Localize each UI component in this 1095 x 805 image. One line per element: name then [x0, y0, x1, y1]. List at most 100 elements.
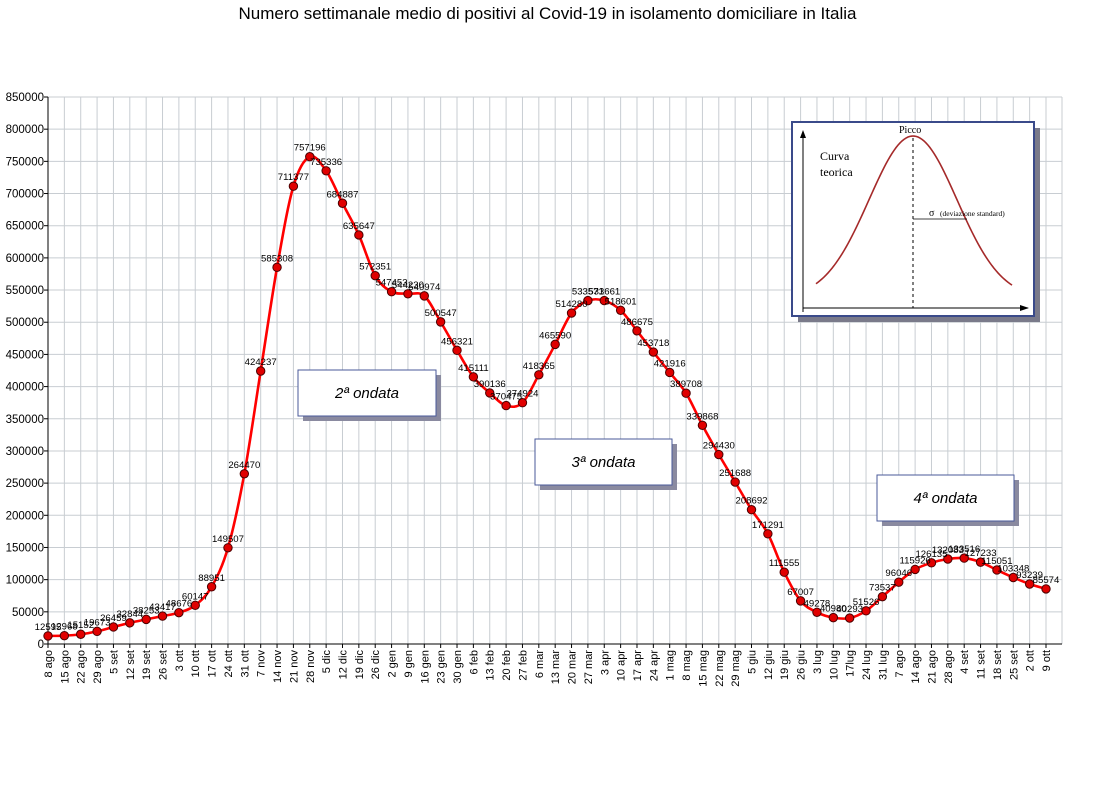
data-label: 486675: [621, 317, 653, 328]
x-tick-label: 19 set: [141, 650, 153, 680]
x-tick-label: 26 dic: [370, 650, 382, 680]
data-point: [141, 614, 151, 625]
x-tick-label: 23 gen: [436, 650, 448, 684]
y-tick-label: 200000: [6, 510, 44, 522]
x-tick-labels: 8 ago 15 ago 22 ago 29 ago 5 set 12 set 19 set…: [43, 644, 1053, 687]
data-label: 635647: [343, 221, 375, 232]
data-point: [272, 262, 282, 273]
x-tick-label: 16 gen: [419, 650, 431, 684]
x-tick-label: 27 feb: [517, 650, 529, 681]
data-point: [665, 367, 675, 378]
data-point: [223, 543, 233, 553]
y-tick-label: 150000: [6, 542, 44, 554]
data-label: 465590: [539, 330, 571, 341]
data-point: [812, 607, 822, 617]
data-label: 711377: [278, 172, 309, 183]
x-tick-label: 17 ott: [207, 650, 219, 678]
data-point: [926, 558, 937, 568]
data-label: 49278: [804, 598, 831, 609]
x-tick-label: 7 nov: [256, 650, 268, 677]
data-label: 514280: [556, 299, 588, 310]
x-tick-label: 11 set: [976, 650, 988, 679]
x-tick-label: 30 gen: [452, 650, 464, 684]
chart-title: Numero settimanale medio di positivi al …: [238, 4, 857, 23]
data-label: 40293: [836, 604, 863, 615]
x-tick-label: 26 giu: [796, 650, 808, 680]
data-point: [550, 339, 560, 350]
y-tick-label: 450000: [6, 349, 44, 361]
data-point: [877, 591, 888, 602]
data-point: [894, 577, 904, 587]
x-tick-label: 26 set: [158, 650, 170, 680]
data-label: 85574: [1033, 575, 1060, 586]
data-point: [419, 291, 429, 301]
data-label: 374924: [506, 389, 539, 400]
data-label: 15152: [67, 620, 94, 631]
data-point: [844, 613, 855, 623]
data-point: [681, 388, 691, 398]
x-tick-label: 21 nov: [288, 650, 300, 684]
data-label: 370475: [490, 392, 522, 403]
data-label: 115926: [899, 555, 930, 566]
data-point: [943, 554, 953, 564]
y-tick-label: 650000: [6, 221, 44, 233]
x-tick-label: 3 lug: [812, 650, 824, 674]
y-tick-label: 500000: [6, 317, 44, 329]
data-label: 424237: [245, 357, 277, 368]
data-point: [730, 477, 740, 487]
data-point: [370, 270, 380, 281]
data-label: 32844: [116, 609, 143, 620]
x-tick-label: 5 giu: [747, 650, 759, 674]
x-tick-label: 13 mar: [550, 650, 562, 685]
inset-peak-label: Picco: [899, 125, 921, 136]
x-tick-label: 8 ago: [43, 650, 55, 678]
wave-annotations: 2ª ondata 3ª ondata 4ª ondata: [297, 369, 1019, 526]
x-tick-label: 18 set: [992, 650, 1004, 680]
data-point: [632, 326, 642, 336]
data-point: [108, 622, 119, 632]
data-label: 684887: [326, 189, 358, 200]
inset-theoretical-curve: Picco Curva teorica σ (deviazione standard): [791, 121, 1040, 322]
data-label: 103348: [997, 563, 1029, 574]
data-point: [975, 557, 986, 567]
data-label: 294430: [703, 441, 735, 452]
data-point: [206, 582, 217, 592]
annotation-box: [876, 474, 1015, 522]
data-label: 111555: [769, 558, 800, 569]
data-point: [435, 317, 446, 327]
x-tick-label: 24 ott: [223, 650, 235, 678]
data-label: 133516: [948, 544, 980, 555]
x-tick-label: 20 mar: [567, 650, 579, 685]
data-point: [288, 181, 299, 191]
data-label: 585308: [261, 253, 293, 264]
inset-curve-label: Curva: [820, 149, 850, 163]
x-tick-label: 20 feb: [501, 650, 513, 681]
x-tick-label: 14 nov: [272, 650, 284, 684]
data-point: [517, 398, 528, 408]
data-point: [1024, 579, 1035, 589]
annotation-label: 2ª ondata: [334, 385, 399, 402]
y-tick-label: 100000: [6, 575, 44, 587]
data-point: [795, 596, 806, 606]
data-label: 735336: [310, 157, 342, 168]
data-point: [354, 230, 364, 240]
x-tick-label: 17lug: [845, 650, 857, 677]
data-point: [959, 553, 969, 563]
x-tick-label: 10 ott: [190, 650, 202, 678]
data-point: [321, 166, 331, 176]
data-point: [763, 529, 773, 539]
x-tick-label: 19 giu: [779, 650, 791, 680]
y-tick-label: 800000: [6, 124, 44, 136]
y-tick-label: 300000: [6, 446, 44, 458]
x-tick-label: 2 ott: [1025, 650, 1037, 671]
data-label: 500547: [425, 308, 457, 319]
y-tick-label: 350000: [6, 414, 44, 426]
x-tick-label: 22 ago: [76, 650, 88, 684]
data-label: 132083: [932, 545, 964, 556]
data-point: [910, 564, 920, 575]
x-tick-label: 12 dic: [337, 650, 349, 680]
y-tick-label: 400000: [6, 382, 44, 394]
data-point: [337, 198, 348, 208]
annotation-box: [534, 438, 673, 486]
